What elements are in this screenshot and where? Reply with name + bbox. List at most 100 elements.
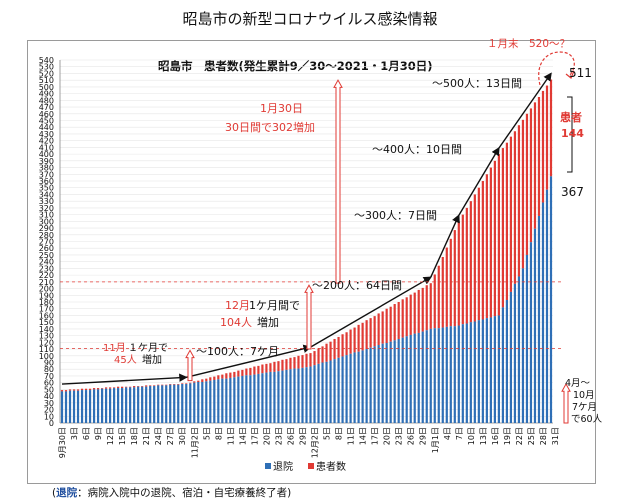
bar-patients	[265, 363, 268, 373]
bar-discharged	[137, 386, 140, 423]
y-tick-label: 290	[39, 224, 54, 233]
bar-discharged	[505, 299, 509, 423]
x-tick-label: 20日	[383, 427, 392, 445]
bar-patients	[76, 389, 80, 391]
bar-patients	[405, 297, 408, 337]
bar-patients	[397, 302, 400, 339]
bar-patients	[333, 338, 336, 360]
bar-discharged	[533, 228, 537, 423]
bar-patients	[305, 353, 308, 368]
bar-discharged	[325, 361, 328, 423]
bar-patients	[317, 348, 320, 364]
trend-arrow	[186, 344, 312, 379]
annotation-200: 〜200人：64日間	[312, 279, 402, 292]
side-note-line3: 7ケ月	[572, 402, 597, 413]
bar-discharged	[273, 371, 276, 423]
bar-discharged	[349, 353, 352, 423]
chart-svg: 0102030405060708090100110120130140150160…	[39, 37, 603, 473]
bar-discharged	[249, 375, 252, 423]
annotation-dec-suffix: 増加	[257, 316, 279, 329]
growth-arrow-december	[304, 284, 314, 350]
side-note-line4: で60人	[571, 414, 603, 425]
bar-patients	[121, 386, 124, 389]
x-tick-label: 25日	[527, 427, 536, 445]
bar-patients	[257, 365, 260, 374]
legend-label-patients: 患者数	[316, 460, 346, 473]
y-tick-label: 70	[44, 372, 54, 381]
bar-patients	[433, 274, 436, 329]
bar-patients	[253, 366, 256, 375]
bar-discharged	[537, 215, 541, 423]
bar-patients	[481, 181, 484, 320]
bar-patients	[285, 359, 288, 370]
bar-patients	[329, 341, 332, 361]
bar-discharged	[385, 343, 388, 423]
bar-patients	[64, 390, 68, 392]
bar-discharged	[465, 323, 468, 423]
bar-patients	[108, 387, 112, 389]
bar-patients	[377, 313, 380, 346]
bar-patients	[393, 304, 396, 341]
trend-arrow	[61, 373, 188, 385]
y-tick-label: 530	[39, 63, 54, 72]
bar-discharged	[373, 346, 376, 423]
bar-patients	[249, 367, 252, 376]
bar-patients	[205, 378, 208, 382]
bar-discharged	[88, 390, 92, 423]
bar-discharged	[241, 375, 244, 423]
bar-patients	[445, 247, 448, 327]
bar-patients	[80, 388, 84, 391]
trend-arrow	[430, 214, 460, 278]
label-discharged: 367	[561, 185, 584, 199]
bar-discharged	[213, 379, 216, 423]
bar-discharged	[357, 351, 360, 423]
patients-bracket	[567, 96, 573, 173]
y-tick-label: 280	[39, 231, 54, 240]
y-tick-label: 330	[39, 197, 54, 206]
bar-discharged	[445, 326, 448, 423]
bar-discharged	[201, 381, 204, 423]
bar-discharged	[321, 362, 324, 423]
y-tick-label: 150	[39, 318, 54, 327]
bar-patients	[201, 379, 204, 382]
annotation-nov-suffix: 増加	[142, 353, 162, 366]
bar-patients	[489, 167, 492, 318]
bar-patients	[449, 238, 452, 327]
y-tick-label: 460	[39, 110, 54, 119]
x-tick-label: 16日	[491, 427, 500, 445]
y-tick-label: 190	[39, 291, 54, 300]
x-tick-label: 28日	[539, 427, 548, 445]
x-tick-label: 18日	[130, 427, 139, 445]
bar-discharged	[96, 389, 100, 423]
bar-discharged	[541, 202, 545, 423]
legend-swatch-discharged	[265, 463, 271, 469]
bar-patients	[369, 318, 372, 348]
x-tick-label: 26日	[407, 427, 416, 445]
bar-discharged	[433, 328, 436, 423]
x-tick-label: 26日	[286, 427, 295, 445]
bar-patients	[413, 292, 416, 334]
bar-discharged	[365, 349, 368, 423]
bar-discharged	[221, 378, 224, 423]
y-tick-label: 400	[39, 150, 54, 159]
bar-discharged	[173, 384, 176, 423]
bar-discharged	[545, 189, 549, 423]
x-tick-label: 19日	[503, 427, 512, 445]
x-tick-label: 29日	[298, 427, 307, 445]
bar-discharged	[169, 384, 172, 423]
side-note-line2: 10月	[573, 390, 595, 401]
legend-label-discharged: 退院	[273, 460, 293, 473]
bar-patients	[173, 384, 176, 385]
bar-patients	[401, 299, 404, 338]
bar-patients	[177, 384, 180, 385]
bar-patients	[193, 381, 196, 383]
bar-patients	[373, 316, 376, 347]
y-tick-label: 130	[39, 332, 54, 341]
bar-discharged	[457, 325, 460, 423]
bar-discharged	[409, 334, 412, 423]
x-tick-label: 21日	[142, 427, 151, 445]
bar-discharged	[253, 374, 256, 423]
bar-discharged	[529, 242, 533, 423]
bar-discharged	[153, 386, 156, 423]
bar-discharged	[493, 316, 496, 423]
